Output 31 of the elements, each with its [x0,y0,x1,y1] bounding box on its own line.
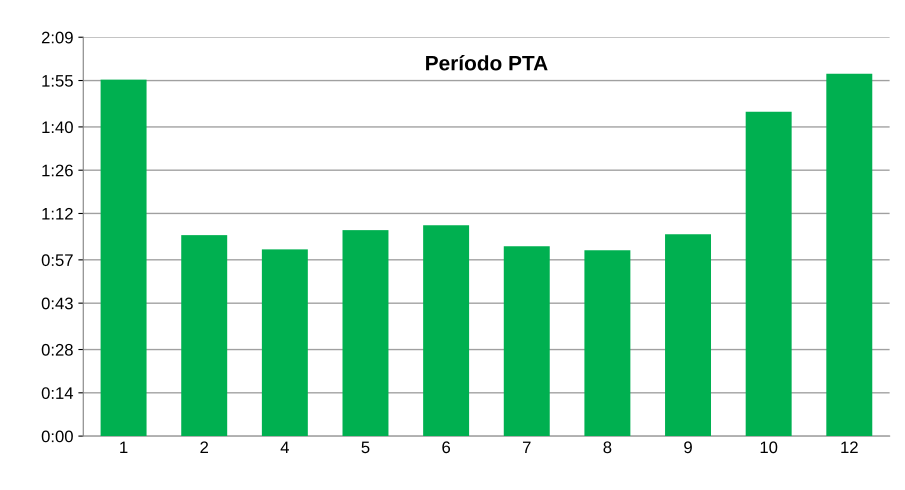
y-tick-label: 1:40 [42,121,73,134]
bar [504,246,550,436]
x-tick-label: 6 [442,441,450,454]
y-tick-label: 1:26 [42,164,73,176]
x-tick-label: 1 [120,442,128,454]
y-tick-label: 2:09 [42,32,73,44]
bar [100,80,147,436]
x-tick-label: 12 [841,441,858,454]
y-tick-label: 0:14 [42,387,74,400]
x-tick-label: 10 [760,441,778,454]
bar [746,112,792,436]
y-tick-label: 0:43 [42,298,73,310]
bar [584,250,630,436]
y-tick-label: 1:12 [42,208,73,220]
y-tick-label: 0:28 [42,344,73,356]
x-tick-label: 8 [603,441,612,454]
x-tick-label: 2 [200,441,208,454]
bar [826,74,872,436]
bar [423,225,470,436]
bar [181,235,228,436]
bar [342,230,388,436]
y-tick-label: 0:57 [42,254,73,266]
x-tick-label: 4 [280,442,289,454]
y-tick-label: 0:00 [42,430,73,442]
x-tick-label: 9 [684,441,692,454]
bar [665,234,712,436]
text: Período PTA [426,55,548,70]
x-tick-label: 7 [522,442,531,454]
y-tick-label: 1:55 [42,75,73,87]
bar [262,249,308,436]
x-tick-label: 5 [362,442,370,454]
